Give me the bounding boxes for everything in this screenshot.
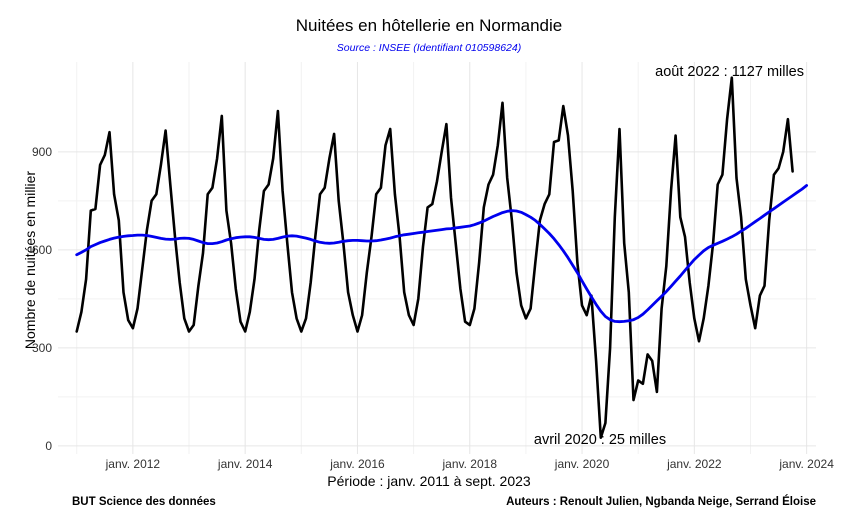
tick-labels: janv. 2012 janv. 2014 janv. 2016 janv. 2018… — [32, 145, 834, 471]
x-tick-label: janv. 2018 — [442, 457, 498, 471]
series-layer — [75, 76, 808, 440]
series-line-nuitees — [75, 76, 794, 440]
chart-subtitle: Source : INSEE (Identifiant 010598624) — [337, 42, 521, 54]
annotation-max: août 2022 : 1127 milles — [655, 64, 804, 80]
annotation-min: avril 2020 : 25 milles — [534, 432, 666, 448]
footer-left: BUT Science des données — [72, 496, 216, 508]
y-tick-label: 300 — [32, 341, 52, 355]
x-tick-label: janv. 2020 — [554, 457, 610, 471]
x-axis-label: Période : janv. 2011 à sept. 2023 — [327, 473, 531, 489]
series-line-trend — [75, 184, 808, 324]
x-tick-label: janv. 2014 — [217, 457, 273, 471]
y-axis-label: Nombre de nuitées en millier — [22, 171, 38, 350]
x-tick-label: janv. 2012 — [105, 457, 161, 471]
y-tick-label: 600 — [32, 243, 52, 257]
y-tick-label: 900 — [32, 145, 52, 159]
chart-title: Nuitées en hôtellerie en Normandie — [296, 16, 563, 35]
grid — [58, 62, 816, 454]
x-tick-label: janv. 2024 — [778, 457, 834, 471]
x-tick-label: janv. 2022 — [666, 457, 722, 471]
x-tick-label: janv. 2016 — [329, 457, 385, 471]
y-tick-label: 0 — [45, 439, 52, 453]
footer-right: Auteurs : Renoult Julien, Ngbanda Neige,… — [506, 495, 816, 508]
